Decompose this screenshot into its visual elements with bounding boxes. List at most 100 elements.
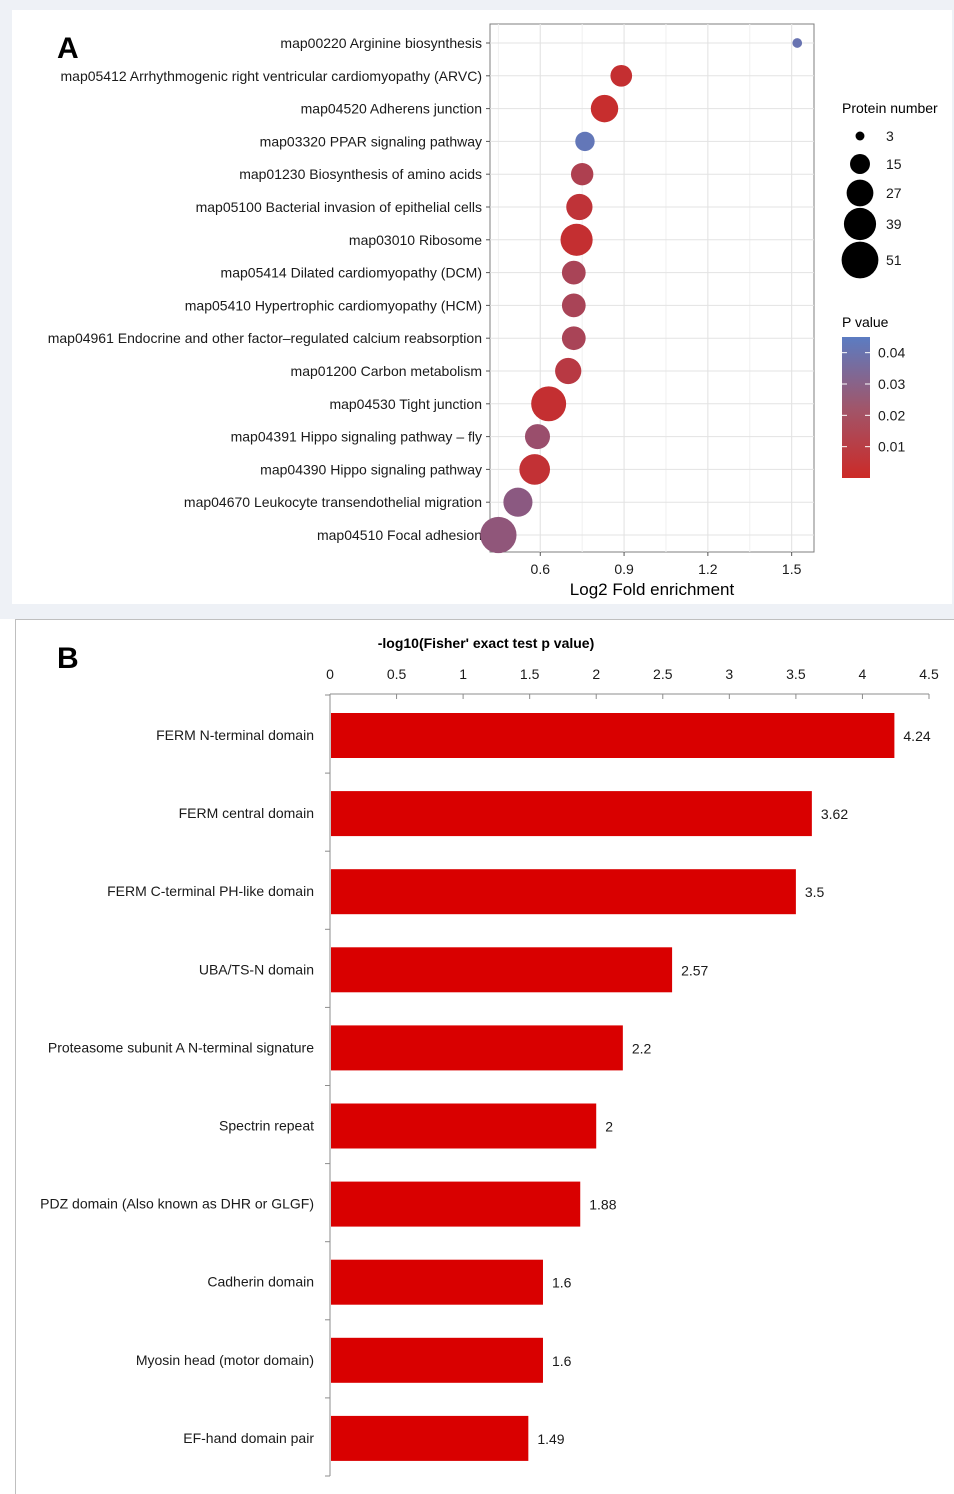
bubble-point: [561, 260, 586, 285]
x-tick-label-b: 0: [326, 666, 334, 682]
bubble-points: [480, 38, 803, 554]
x-tick-label-b: 1.5: [520, 666, 540, 682]
bubble-point: [480, 516, 517, 554]
value-label: 1.88: [589, 1197, 616, 1213]
bubble-point: [560, 223, 593, 256]
y-tick-label-a: map04670 Leukocyte transendothelial migr…: [184, 494, 482, 510]
y-tick-label-a: map04390 Hippo signaling pathway: [260, 461, 482, 477]
x-tick-label-a: 1.5: [782, 561, 802, 577]
bubble-point: [503, 487, 533, 517]
bubble-point: [561, 293, 586, 318]
y-tick-label-a: map04510 Focal adhesion: [317, 527, 482, 543]
size-legend-dot: [850, 154, 870, 174]
x-tick-label-b: 1: [459, 666, 467, 682]
category-label: EF-hand domain pair: [183, 1430, 314, 1446]
category-label: FERM central domain: [179, 805, 314, 821]
color-legend-title: P value: [842, 314, 889, 330]
x-tick-label-b: 4: [859, 666, 867, 682]
x-tick-label-a: 0.9: [614, 561, 634, 577]
category-label: FERM N-terminal domain: [156, 727, 314, 743]
size-legend-title: Protein number: [842, 100, 938, 116]
bubble-point: [519, 454, 551, 485]
bubble-point: [561, 326, 586, 351]
category-label: Proteasome subunit A N-terminal signatur…: [48, 1039, 314, 1055]
y-tick-label-a: map03320 PPAR signaling pathway: [260, 133, 482, 149]
bubble-point: [566, 193, 593, 221]
size-legend-dot: [843, 207, 877, 241]
y-tick-label-a: map05414 Dilated cardiomyopathy (DCM): [221, 265, 482, 281]
bar: [331, 791, 812, 837]
bar: [331, 1025, 623, 1071]
value-label: 2.57: [681, 962, 708, 978]
y-tick-label-a: map05410 Hypertrophic cardiomyopathy (HC…: [185, 297, 482, 313]
size-legend-label: 51: [886, 252, 902, 268]
value-label: 1.6: [552, 1275, 572, 1291]
y-tick-label-a: map04520 Adherens junction: [301, 101, 482, 117]
y-tick-label-a: map05412 Arrhythmogenic right ventricula…: [61, 68, 483, 84]
size-legend-label: 3: [886, 128, 894, 144]
y-tick-label-a: map03010 Ribosome: [349, 232, 482, 248]
bar: [331, 1337, 543, 1383]
bubble-point: [570, 163, 594, 186]
y-tick-label-a: map01230 Biosynthesis of amino acids: [239, 166, 482, 182]
y-tick-label-a: map05100 Bacterial invasion of epithelia…: [196, 199, 482, 215]
color-legend-ticks: 0.04 0.03 0.02 0.01: [842, 345, 905, 455]
bar: [331, 1259, 543, 1305]
x-axis-b: 0 0.5 1 1.5 2 2.5 3 3.5 4 4.5: [325, 666, 939, 1477]
panel-separator: [0, 606, 954, 619]
category-label: UBA/TS-N domain: [199, 961, 314, 977]
size-legend-label: 39: [886, 216, 902, 232]
bars-b: FERM N-terminal domain 4.24 FERM central d…: [40, 713, 931, 1461]
y-axis-terms: map00220 Arginine biosynthesis map05412 A…: [48, 35, 490, 543]
size-legend-label: 15: [886, 156, 902, 172]
value-label: 4.24: [903, 728, 930, 744]
color-legend-label: 0.02: [878, 407, 905, 423]
size-legend-label: 27: [886, 185, 902, 201]
bubble-point: [792, 38, 803, 48]
x-tick-label-b: 2.5: [653, 666, 673, 682]
bubble-point: [590, 94, 619, 123]
bubble-point: [575, 131, 595, 152]
color-legend-label: 0.04: [878, 345, 905, 361]
y-tick-label-a: map00220 Arginine biosynthesis: [280, 35, 482, 51]
category-label: Myosin head (motor domain): [136, 1352, 314, 1368]
value-label: 2: [605, 1119, 613, 1135]
value-label: 1.49: [537, 1431, 564, 1447]
kegg-enrichment-bubble-chart: A map00220 Arginine biosynthesis map05412…: [48, 23, 938, 599]
bar: [331, 869, 796, 915]
category-label: FERM C-terminal PH-like domain: [107, 883, 314, 899]
category-label: Spectrin repeat: [219, 1118, 314, 1134]
bubble-point: [531, 386, 567, 422]
x-tick-label-b: 0.5: [387, 666, 407, 682]
chart-title-b: -log10(Fisher' exact test p value): [378, 635, 595, 651]
bar: [331, 1181, 581, 1227]
value-label: 3.62: [821, 806, 848, 822]
size-legend-dot: [846, 179, 874, 207]
x-axis-title-a: Log2 Fold enrichment: [570, 580, 735, 599]
panel-a-label: A: [57, 32, 79, 65]
bar: [331, 1103, 597, 1149]
x-tick-label-b: 3: [725, 666, 733, 682]
size-legend: 3 15 27 39 51: [841, 128, 902, 279]
x-tick-label-b: 3.5: [786, 666, 806, 682]
bubble-point: [524, 424, 551, 450]
color-legend-label: 0.01: [878, 439, 905, 455]
y-tick-label-a: map01200 Carbon metabolism: [291, 363, 482, 379]
bar: [331, 1415, 529, 1461]
value-label: 2.2: [632, 1040, 652, 1056]
color-legend-bar: [842, 337, 870, 478]
domain-enrichment-bar-chart: B -log10(Fisher' exact test p value) 0 0.…: [40, 635, 939, 1477]
y-tick-label-a: map04391 Hippo signaling pathway – fly: [231, 429, 482, 445]
x-tick-label-b: 4.5: [919, 666, 939, 682]
size-legend-dot: [841, 241, 879, 279]
x-tick-label-a: 0.6: [531, 561, 551, 577]
x-tick-label-a: 1.2: [698, 561, 718, 577]
bubble-point: [610, 64, 633, 87]
x-axis-a: 0.6 0.9 1.2 1.5: [531, 552, 802, 577]
category-label: PDZ domain (Also known as DHR or GLGF): [40, 1196, 314, 1212]
size-legend-dot: [855, 131, 865, 141]
color-legend-label: 0.03: [878, 376, 905, 392]
bubble-point: [555, 357, 582, 385]
bar: [331, 947, 673, 993]
